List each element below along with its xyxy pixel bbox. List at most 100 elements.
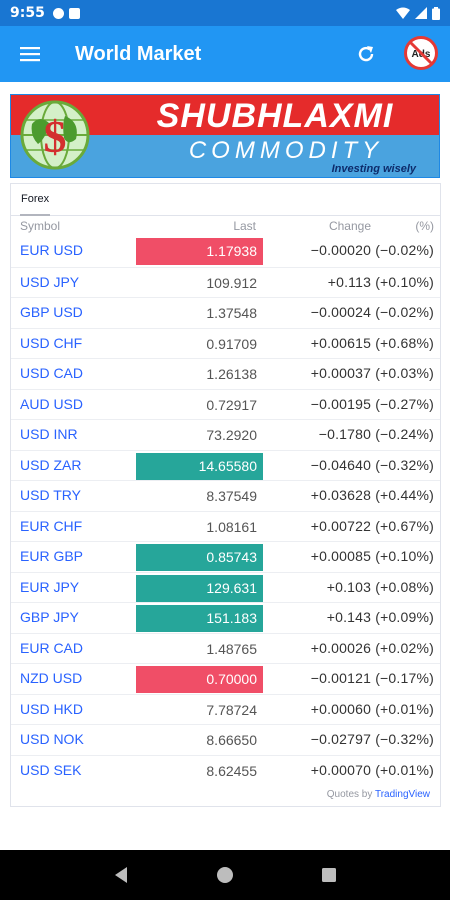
row-change: −0.00024 (−0.02%) — [310, 304, 434, 320]
no-ads-icon: Ads — [404, 36, 438, 70]
row-last-price: 109.912 — [206, 274, 257, 291]
row-last-price: 0.85743 — [136, 544, 263, 571]
wifi-icon — [396, 7, 410, 19]
battery-icon — [432, 6, 440, 20]
row-change: −0.04640 (−0.32%) — [310, 456, 434, 473]
table-row[interactable]: USD INR 73.2920 −0.1780 (−0.24%) — [11, 419, 440, 450]
table-row[interactable]: USD ZAR 14.65580 −0.04640 (−0.32%) — [11, 449, 440, 481]
row-symbol[interactable]: AUD USD — [20, 395, 84, 412]
row-last-price: 0.72917 — [206, 396, 257, 413]
row-last-price: 0.91709 — [206, 335, 257, 352]
back-triangle-icon[interactable] — [113, 866, 129, 884]
row-change: +0.113 (+0.10%) — [327, 273, 434, 290]
row-change: +0.00037 (+0.03%) — [310, 365, 434, 381]
table-row[interactable]: EUR JPY 129.631 +0.103 (+0.08%) — [11, 571, 440, 603]
row-change: +0.00026 (+0.02%) — [310, 639, 434, 656]
row-change: −0.00020 (−0.02%) — [310, 242, 434, 258]
row-symbol[interactable]: USD CHF — [20, 334, 83, 351]
table-row[interactable]: USD TRY 8.37549 +0.03628 (+0.44%) — [11, 480, 440, 511]
row-last-price: 73.2920 — [206, 427, 257, 443]
row-last-price: 8.37549 — [206, 488, 257, 504]
row-last-price: 1.17938 — [136, 238, 263, 265]
remove-ads-button[interactable]: Ads — [404, 36, 438, 70]
row-symbol[interactable]: EUR GBP — [20, 548, 84, 564]
table-row[interactable]: GBP JPY 151.183 +0.143 (+0.09%) — [11, 602, 440, 633]
row-symbol[interactable]: USD JPY — [20, 273, 80, 290]
table-row[interactable]: EUR CAD 1.48765 +0.00026 (+0.02%) — [11, 632, 440, 664]
row-change: +0.00615 (+0.68%) — [310, 334, 434, 351]
row-change: +0.03628 (+0.44%) — [310, 487, 434, 503]
table-row[interactable]: USD JPY 109.912 +0.113 (+0.10%) — [11, 266, 440, 298]
tab-bar: Forex — [11, 184, 440, 216]
row-symbol[interactable]: EUR CAD — [20, 639, 84, 656]
row-symbol[interactable]: GBP JPY — [20, 609, 79, 625]
row-last-price: 8.66650 — [206, 732, 257, 748]
row-change: +0.00070 (+0.01%) — [310, 761, 434, 778]
row-change: −0.00121 (−0.17%) — [310, 670, 434, 686]
hamburger-icon — [20, 47, 40, 62]
row-change: +0.00060 (+0.01%) — [310, 700, 434, 717]
table-row[interactable]: USD NOK 8.66650 −0.02797 (−0.32%) — [11, 724, 440, 755]
banner-brand: SHUBHLAXMI — [157, 97, 394, 135]
globe-logo: $ — [20, 100, 90, 170]
table-row[interactable]: NZD USD 0.70000 −0.00121 (−0.17%) — [11, 663, 440, 694]
brand-banner-graphic: $ SHUBHLAXMI COMMODITY Investing wisely — [10, 94, 440, 178]
banner-tagline: Investing wisely — [332, 163, 417, 175]
row-change: −0.00195 (−0.27%) — [310, 395, 434, 412]
table-row[interactable]: AUD USD 0.72917 −0.00195 (−0.27%) — [11, 388, 440, 420]
header-last: Last — [233, 219, 256, 233]
row-symbol[interactable]: USD TRY — [20, 487, 81, 503]
credit-prefix: Quotes by — [326, 789, 373, 800]
brand-banner[interactable]: $ SHUBHLAXMI COMMODITY Investing wisely — [10, 94, 440, 178]
row-last-price: 8.62455 — [206, 762, 257, 779]
row-symbol[interactable]: USD HKD — [20, 700, 84, 717]
table-row[interactable]: USD CAD 1.26138 +0.00037 (+0.03%) — [11, 358, 440, 389]
tradingview-link[interactable]: TradingView — [374, 789, 430, 800]
row-symbol[interactable]: USD NOK — [20, 731, 84, 747]
home-circle-icon[interactable] — [216, 866, 234, 884]
sd-card-icon — [68, 7, 80, 19]
table-row[interactable]: EUR GBP 0.85743 +0.00085 (+0.10%) — [11, 541, 440, 572]
row-symbol[interactable]: USD CAD — [20, 365, 84, 381]
page-title: World Market — [75, 42, 202, 65]
table-row[interactable]: USD CHF 0.91709 +0.00615 (+0.68%) — [11, 327, 440, 359]
row-symbol[interactable]: USD INR — [20, 426, 78, 442]
table-row[interactable]: GBP USD 1.37548 −0.00024 (−0.02%) — [11, 297, 440, 328]
status-bar: 9:55 — [0, 0, 450, 26]
row-change: −0.1780 (−0.24%) — [318, 426, 434, 442]
row-symbol[interactable]: NZD USD — [20, 670, 83, 686]
table-row[interactable]: EUR CHF 1.08161 +0.00722 (+0.67%) — [11, 510, 440, 542]
table-row[interactable]: USD HKD 7.78724 +0.00060 (+0.01%) — [11, 693, 440, 725]
row-symbol[interactable]: GBP USD — [20, 304, 83, 320]
header-change: Change — [328, 219, 371, 233]
tab-forex[interactable]: Forex — [21, 193, 50, 205]
table-header: Symbol Last Change (%) — [11, 216, 440, 236]
status-time: 9:55 — [10, 5, 45, 21]
row-change: +0.103 (+0.08%) — [326, 578, 434, 595]
row-last-price: 7.78724 — [206, 701, 257, 718]
dollar-logo-glyph: $ — [44, 111, 67, 162]
header-percent: (%) — [415, 219, 434, 233]
row-symbol[interactable]: EUR CHF — [20, 517, 83, 534]
row-change: +0.143 (+0.09%) — [326, 609, 434, 625]
row-last-price: 1.26138 — [206, 366, 257, 382]
row-symbol[interactable]: EUR JPY — [20, 578, 80, 595]
refresh-icon — [358, 46, 374, 62]
credit: Quotes by TradingView — [327, 789, 430, 800]
menu-button[interactable] — [0, 26, 60, 82]
row-symbol[interactable]: EUR USD — [20, 242, 84, 258]
row-last-price: 1.48765 — [206, 640, 257, 657]
row-last-price: 151.183 — [136, 605, 263, 632]
row-symbol[interactable]: USD SEK — [20, 761, 82, 778]
row-change: −0.02797 (−0.32%) — [310, 731, 434, 747]
table-row[interactable]: EUR USD 1.17938 −0.00020 (−0.02%) — [11, 236, 440, 267]
refresh-button[interactable] — [352, 40, 380, 68]
signal-icon — [415, 7, 427, 19]
row-symbol[interactable]: USD ZAR — [20, 456, 82, 473]
row-change: +0.00085 (+0.10%) — [310, 548, 434, 564]
row-last-price: 0.70000 — [136, 666, 263, 693]
recents-square-icon[interactable] — [321, 867, 337, 883]
table-row[interactable]: USD SEK 8.62455 +0.00070 (+0.01%) — [11, 754, 440, 786]
forex-widget: Forex Symbol Last Change (%) EUR USD 1.17… — [10, 183, 441, 807]
row-change: +0.00722 (+0.67%) — [310, 517, 434, 534]
